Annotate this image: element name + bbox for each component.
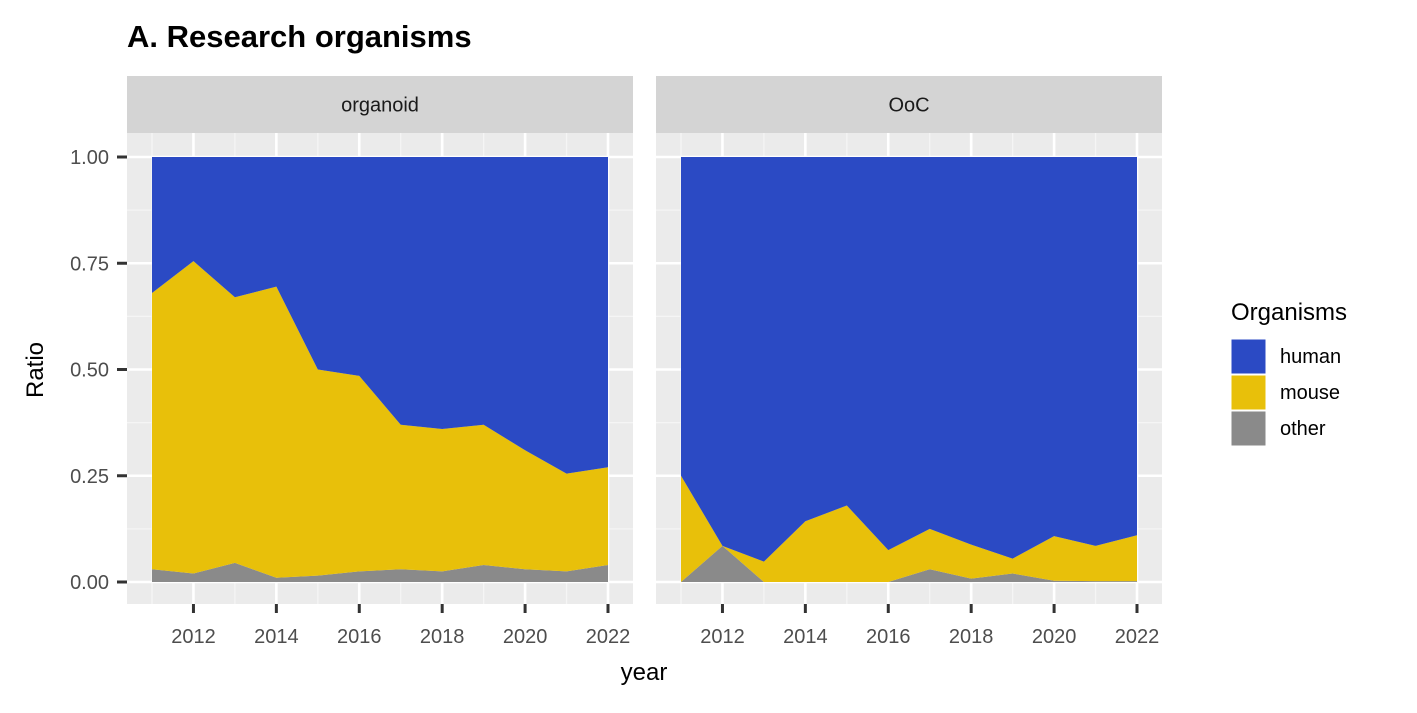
panel-strip-label: OoC — [888, 95, 929, 117]
area-mouse — [681, 475, 1137, 582]
x-tick-label: 2020 — [503, 626, 548, 648]
x-tick-label: 2016 — [337, 626, 382, 648]
x-tick-label: 2018 — [420, 626, 465, 648]
legend-key-mouse — [1230, 374, 1267, 411]
legend-key-human — [1230, 338, 1267, 375]
area-human — [152, 157, 608, 474]
panel-organoid: organoid 2012 2014 2016 2018 2020 2022 0.00 0.25… — [70, 76, 633, 648]
area-mouse — [152, 261, 608, 578]
panel-strip-label: organoid — [341, 95, 419, 117]
x-tick-label: 2016 — [866, 626, 911, 648]
y-tick-label: 0.50 — [70, 360, 109, 382]
legend-key-other — [1230, 410, 1267, 447]
x-tick-label: 2022 — [1115, 626, 1160, 648]
y-axis-label: Ratio — [22, 342, 49, 398]
chart-title: A. Research organisms — [127, 19, 472, 54]
x-axis-label: year — [621, 659, 668, 686]
panel-strip — [656, 76, 1162, 133]
y-tick-label: 0.25 — [70, 466, 109, 488]
y-tick-label: 0.00 — [70, 572, 109, 594]
legend-label-other: other — [1280, 418, 1326, 440]
area-other — [681, 545, 1137, 582]
x-tick-label: 2012 — [171, 626, 216, 648]
panel-strip — [127, 76, 633, 133]
y-tick-label: 1.00 — [70, 147, 109, 169]
x-tick-label: 2014 — [783, 626, 828, 648]
area-human — [681, 157, 1137, 562]
x-tick-label: 2018 — [949, 626, 994, 648]
x-tick-label: 2020 — [1032, 626, 1077, 648]
area-other — [152, 562, 608, 582]
x-tick-label: 2012 — [700, 626, 745, 648]
panels: organoid 2012 2014 2016 2018 2020 2022 0.00 0.25… — [70, 76, 1162, 648]
legend-title: Organisms — [1231, 299, 1347, 326]
x-tick-label: 2022 — [586, 626, 631, 648]
panel-ooc: OoC 2012 2014 2016 2018 2020 2022 — [656, 76, 1162, 648]
y-tick-label: 0.75 — [70, 253, 109, 275]
legend: Organisms human mouse other — [1230, 299, 1347, 447]
legend-label-human: human — [1280, 346, 1341, 368]
x-tick-label: 2014 — [254, 626, 299, 648]
legend-label-mouse: mouse — [1280, 382, 1340, 404]
